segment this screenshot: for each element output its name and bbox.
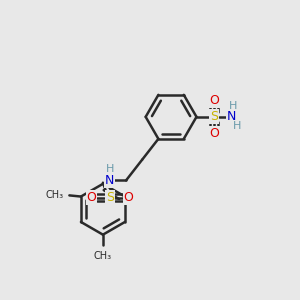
Text: S: S: [106, 191, 114, 204]
Text: H: H: [229, 101, 238, 111]
Text: O: O: [209, 127, 219, 140]
Text: CH₃: CH₃: [46, 190, 64, 200]
Text: O: O: [209, 94, 219, 107]
Text: N: N: [226, 110, 236, 123]
Text: O: O: [123, 191, 133, 204]
Text: S: S: [210, 110, 218, 123]
Text: H: H: [106, 164, 114, 174]
Text: N: N: [105, 174, 115, 187]
Text: O: O: [86, 191, 96, 204]
Text: CH₃: CH₃: [94, 251, 112, 261]
Text: H: H: [233, 121, 241, 131]
